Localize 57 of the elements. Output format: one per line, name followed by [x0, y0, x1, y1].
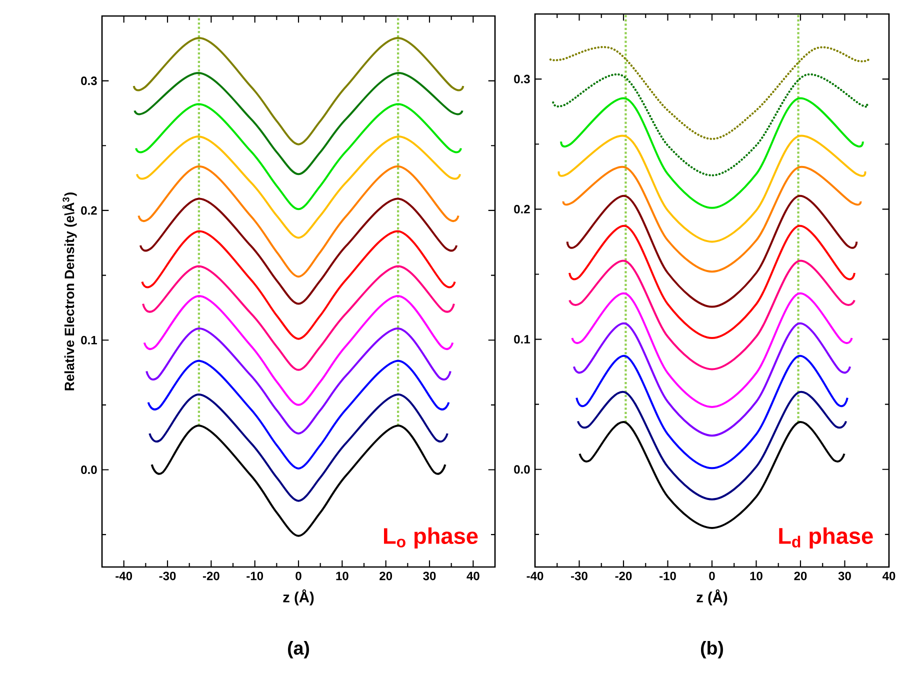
x-tick-label: -30	[571, 572, 588, 580]
x-tick-label: -20	[202, 572, 220, 580]
x-tick-label: -10	[660, 572, 676, 580]
text: (b)	[700, 641, 723, 658]
line-series	[578, 421, 846, 529]
line-series	[141, 230, 456, 340]
line-series	[134, 72, 464, 176]
line-series	[148, 394, 448, 502]
line-series	[568, 260, 856, 370]
line-series	[138, 165, 460, 278]
line-series	[552, 73, 868, 176]
x-tick-label: -10	[246, 572, 264, 580]
x-tick-label: 20	[794, 572, 807, 580]
x-tick-label: 10	[750, 572, 762, 580]
y-tick-label: 0.0	[81, 466, 97, 474]
y-tick-label: 0.0	[514, 465, 530, 474]
line-series	[143, 295, 454, 406]
x-tick-label: -20	[615, 572, 632, 580]
line-series	[572, 322, 852, 437]
line-series	[568, 225, 856, 339]
line-series	[142, 265, 455, 371]
y-tick-label: 0.3	[514, 74, 530, 84]
x-tick-label: 10	[336, 572, 348, 580]
x-tick-label: -40	[116, 572, 132, 580]
line-series	[135, 103, 462, 210]
line-series	[566, 195, 858, 308]
x-tick-label: 40	[882, 572, 896, 580]
annotation: L$_{d}$ phase	[779, 527, 873, 548]
x-tick-label: 40	[466, 572, 480, 580]
x-tick-label: -40	[526, 572, 544, 580]
annotation: L$_{o}$ phase	[384, 527, 478, 549]
y-axis-title: Relative Electron Density (e\Å$^{3}$)	[62, 192, 77, 390]
y-tick-label: 0.2	[81, 206, 97, 215]
line-series	[562, 166, 862, 273]
line-series	[558, 134, 866, 243]
x-tick-label: -30	[159, 572, 176, 580]
y-tick-label: 0.2	[514, 204, 530, 214]
line-series	[576, 391, 848, 500]
line-series	[139, 198, 458, 305]
line-series	[136, 136, 462, 239]
text: (a)	[288, 641, 309, 658]
line-series	[146, 327, 452, 434]
line-series	[147, 360, 450, 470]
x-tick-label: 30	[838, 572, 851, 580]
y-tick-label: 0.3	[81, 76, 97, 86]
x-tick-label: 0	[296, 572, 302, 580]
line-series	[576, 355, 848, 470]
line-series	[132, 37, 464, 146]
x-axis-title: z (Å)	[696, 589, 728, 606]
x-tick-label: 20	[380, 572, 392, 580]
y-tick-label: 0.1	[81, 336, 97, 344]
y-tick-label: 0.1	[514, 335, 530, 344]
x-axis-title: z (Å)	[283, 589, 314, 606]
line-series	[560, 97, 864, 209]
x-tick-label: 0	[709, 572, 715, 580]
x-tick-label: 30	[423, 572, 436, 580]
line-series	[571, 292, 853, 408]
